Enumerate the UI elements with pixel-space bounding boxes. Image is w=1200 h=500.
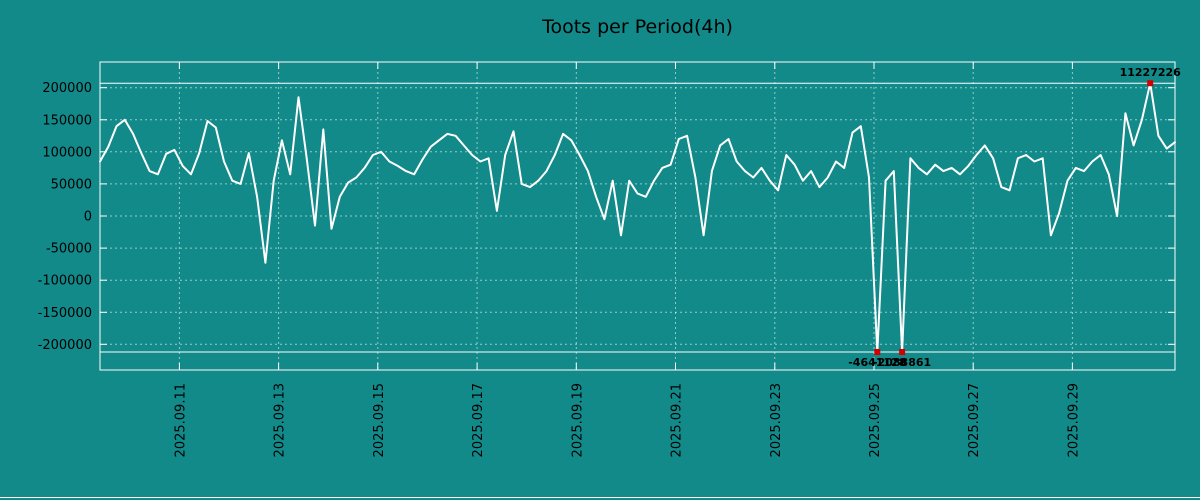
x-tick-label: 2025.09.11	[173, 383, 188, 457]
series-line	[99, 82, 1176, 353]
x-tick-label: 2025.09.29	[1066, 383, 1081, 457]
x-tick-label: 2025.09.25	[868, 383, 883, 457]
outlier-marker	[1147, 80, 1154, 87]
x-tick-label: 2025.09.27	[967, 383, 982, 457]
x-tick-label: 2025.09.21	[670, 383, 685, 457]
y-tick-label: -50000	[46, 242, 92, 257]
y-tick-label: -150000	[38, 306, 92, 321]
outlier-label: -4641128	[848, 356, 906, 369]
y-tick-label: 200000	[42, 81, 92, 96]
y-tick-label: -100000	[38, 274, 92, 289]
chart-title: Toots per Period(4h)	[542, 16, 733, 38]
plot-frame	[99, 61, 1176, 371]
y-tick-label: 0	[84, 210, 92, 225]
outlier-marker	[899, 349, 906, 355]
y-tick-label: 100000	[42, 145, 92, 160]
y-tick-label: 50000	[51, 177, 92, 192]
x-tick-label: 2025.09.17	[471, 383, 486, 457]
y-tick-label: 150000	[42, 113, 92, 128]
x-tick-label: 2025.09.19	[570, 383, 585, 457]
outlier-label: 11227226	[1120, 66, 1182, 79]
page-bottom-border	[0, 497, 1200, 498]
x-tick-label: 2025.09.15	[372, 383, 387, 457]
x-tick-label: 2025.09.13	[273, 383, 288, 457]
outlier-marker	[874, 349, 881, 355]
outlier-label: -2088861	[873, 356, 931, 369]
x-tick-label: 2025.09.23	[769, 383, 784, 457]
y-tick-label: -200000	[38, 338, 92, 353]
